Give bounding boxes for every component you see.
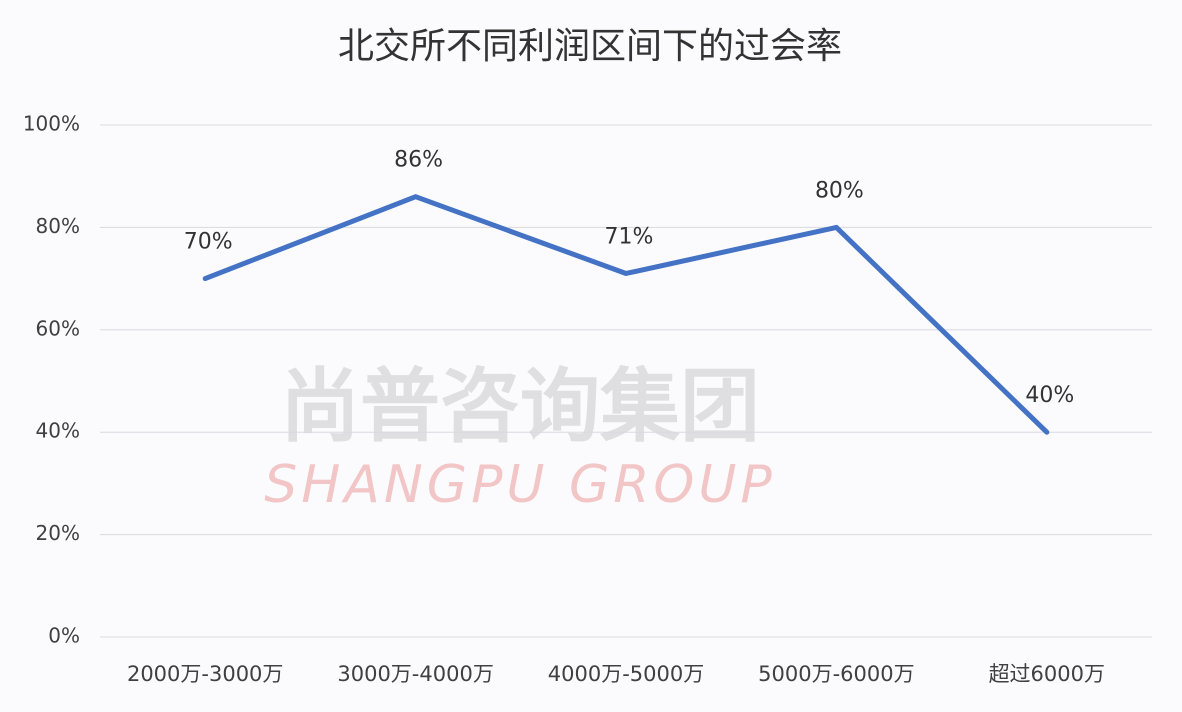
data-label: 71%	[605, 224, 654, 249]
data-label: 80%	[815, 178, 864, 203]
watermark: 尚普咨询集团	[280, 360, 760, 453]
y-tick-label: 40%	[36, 419, 80, 443]
data-line	[202, 194, 1050, 435]
x-tick-label: 2000万-3000万	[127, 662, 283, 686]
y-tick-label: 20%	[36, 521, 80, 545]
data-label: 70%	[184, 230, 233, 255]
y-tick-label: 60%	[36, 316, 80, 340]
x-tick-label: 3000万-4000万	[337, 662, 493, 686]
y-tick-label: 100%	[23, 112, 80, 136]
y-tick-label: 80%	[36, 214, 80, 238]
data-label: 86%	[394, 148, 443, 173]
x-tick-label: 4000万-5000万	[548, 662, 704, 686]
data-label: 40%	[1025, 383, 1074, 408]
y-tick-label: 0%	[48, 624, 80, 648]
x-tick-label: 超过6000万	[989, 662, 1105, 686]
x-tick-label: 5000万-6000万	[758, 662, 914, 686]
watermark: SHANGPU GROUP	[264, 455, 776, 515]
chart-title: 北交所不同利润区间下的过会率	[338, 26, 842, 67]
